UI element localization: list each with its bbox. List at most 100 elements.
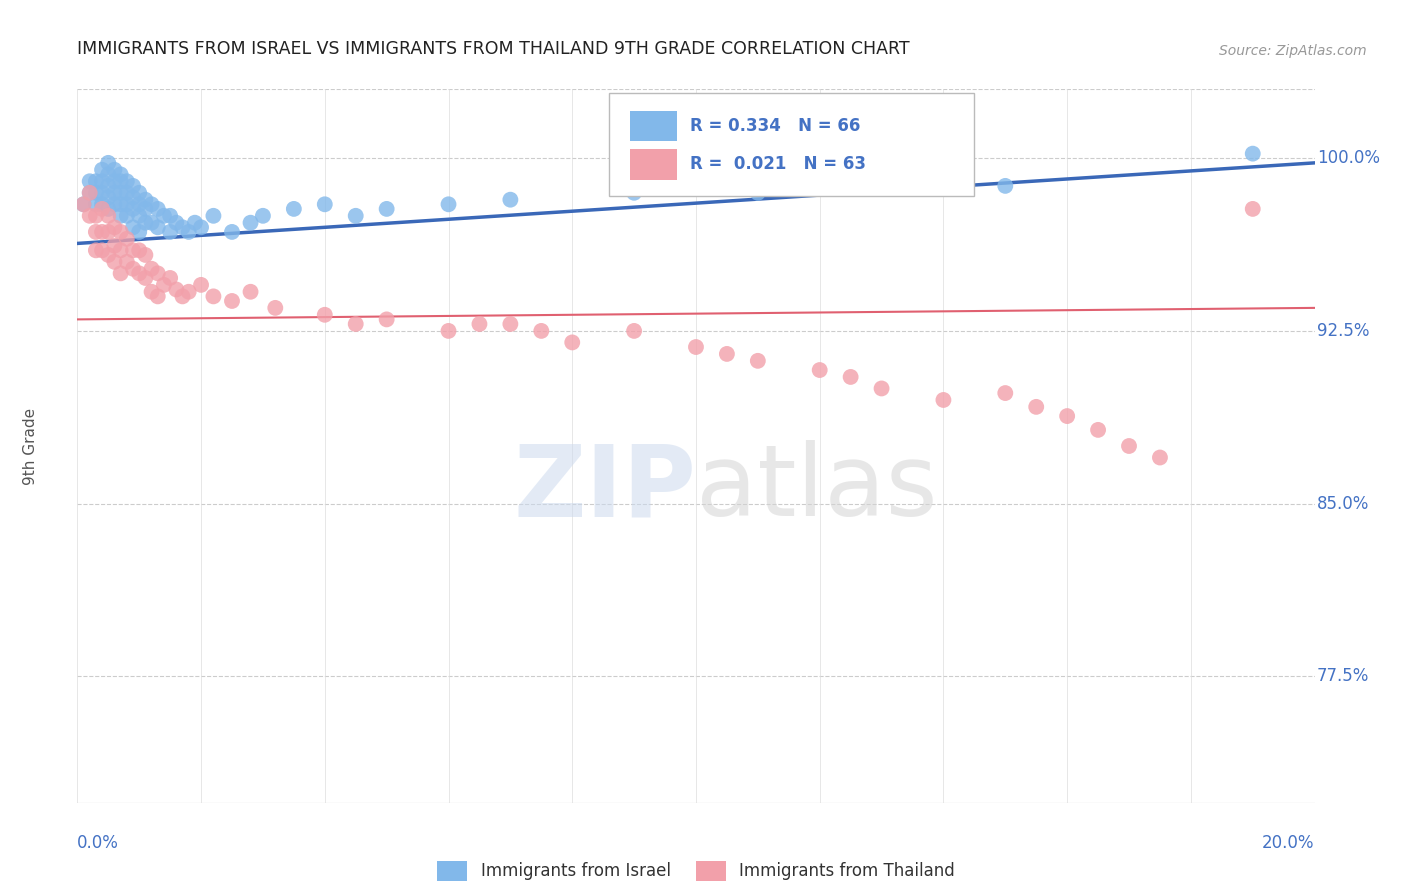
- Point: [344, 317, 367, 331]
- Point: [1025, 400, 1047, 414]
- Point: [437, 197, 460, 211]
- Point: [97, 156, 120, 170]
- Point: [115, 197, 138, 211]
- Point: [103, 174, 125, 188]
- Point: [1087, 423, 1109, 437]
- Point: [747, 186, 769, 200]
- Point: [141, 216, 163, 230]
- Point: [202, 289, 225, 303]
- Point: [110, 174, 132, 188]
- Point: [79, 186, 101, 200]
- Point: [72, 197, 94, 211]
- Point: [344, 209, 367, 223]
- Point: [202, 209, 225, 223]
- Text: 85.0%: 85.0%: [1317, 494, 1369, 513]
- Point: [146, 220, 169, 235]
- Point: [84, 186, 107, 200]
- Point: [115, 174, 138, 188]
- Point: [153, 209, 176, 223]
- Point: [134, 202, 156, 216]
- Point: [283, 202, 305, 216]
- Point: [184, 216, 207, 230]
- Point: [115, 186, 138, 200]
- Point: [79, 174, 101, 188]
- Point: [110, 225, 132, 239]
- Point: [1149, 450, 1171, 465]
- Point: [623, 186, 645, 200]
- Point: [159, 209, 181, 223]
- Point: [91, 186, 114, 200]
- Point: [437, 324, 460, 338]
- Point: [314, 308, 336, 322]
- Point: [122, 261, 145, 276]
- Point: [134, 271, 156, 285]
- Point: [122, 178, 145, 193]
- Point: [932, 392, 955, 407]
- Point: [122, 244, 145, 258]
- Text: ZIP: ZIP: [513, 441, 696, 537]
- FancyBboxPatch shape: [609, 93, 974, 196]
- Point: [141, 261, 163, 276]
- Point: [103, 238, 125, 252]
- Point: [110, 266, 132, 280]
- Point: [159, 271, 181, 285]
- Point: [84, 209, 107, 223]
- Point: [97, 209, 120, 223]
- Text: 100.0%: 100.0%: [1317, 149, 1381, 168]
- Point: [994, 386, 1017, 401]
- Point: [97, 202, 120, 216]
- Text: 92.5%: 92.5%: [1317, 322, 1369, 340]
- Legend: Immigrants from Israel, Immigrants from Thailand: Immigrants from Israel, Immigrants from …: [430, 855, 962, 888]
- Text: R = 0.334   N = 66: R = 0.334 N = 66: [690, 117, 860, 135]
- Text: IMMIGRANTS FROM ISRAEL VS IMMIGRANTS FROM THAILAND 9TH GRADE CORRELATION CHART: IMMIGRANTS FROM ISRAEL VS IMMIGRANTS FRO…: [77, 40, 910, 58]
- Point: [165, 216, 187, 230]
- Point: [115, 255, 138, 269]
- Point: [97, 190, 120, 204]
- Point: [870, 381, 893, 395]
- Point: [499, 317, 522, 331]
- Point: [165, 283, 187, 297]
- Point: [91, 174, 114, 188]
- Point: [1118, 439, 1140, 453]
- Point: [103, 162, 125, 177]
- Point: [79, 209, 101, 223]
- Point: [561, 335, 583, 350]
- Point: [134, 193, 156, 207]
- Point: [122, 220, 145, 235]
- Point: [97, 248, 120, 262]
- Point: [103, 220, 125, 235]
- Point: [177, 225, 200, 239]
- Point: [84, 225, 107, 239]
- Point: [128, 225, 150, 239]
- Point: [110, 209, 132, 223]
- Point: [128, 186, 150, 200]
- Point: [716, 347, 738, 361]
- Point: [685, 340, 707, 354]
- Point: [122, 202, 145, 216]
- Point: [159, 225, 181, 239]
- Point: [239, 285, 262, 299]
- Point: [91, 202, 114, 216]
- Point: [110, 244, 132, 258]
- Point: [84, 174, 107, 188]
- Point: [128, 266, 150, 280]
- Point: [375, 202, 398, 216]
- Point: [128, 197, 150, 211]
- Point: [115, 232, 138, 246]
- Point: [468, 317, 491, 331]
- Point: [110, 197, 132, 211]
- Point: [146, 266, 169, 280]
- Point: [122, 190, 145, 204]
- Point: [747, 354, 769, 368]
- Bar: [630, 111, 678, 141]
- Point: [870, 178, 893, 193]
- Point: [1241, 202, 1264, 216]
- Point: [97, 167, 120, 181]
- Point: [97, 225, 120, 239]
- Point: [84, 197, 107, 211]
- Point: [110, 167, 132, 181]
- Text: 9th Grade: 9th Grade: [22, 408, 38, 484]
- Text: atlas: atlas: [696, 441, 938, 537]
- Point: [84, 244, 107, 258]
- Point: [91, 162, 114, 177]
